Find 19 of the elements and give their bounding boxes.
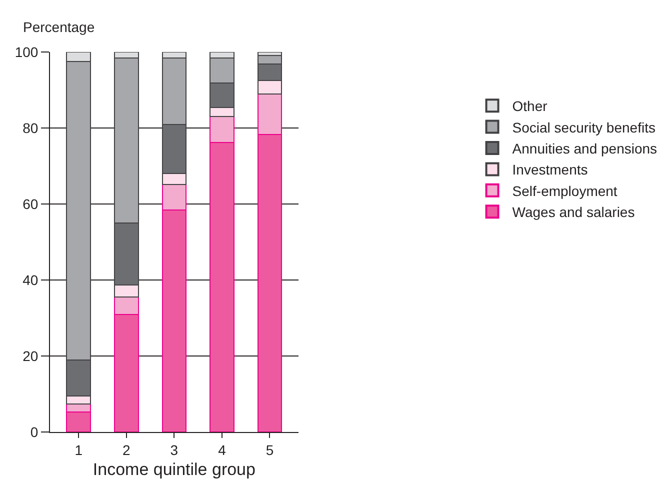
x-tick-label: 1 [74, 442, 83, 458]
y-tick-label: 20 [22, 348, 38, 364]
legend-label: Self-employment [512, 182, 618, 199]
legend-label: Social security benefits [512, 119, 656, 136]
legend-label: Annuities and pensions [512, 140, 658, 156]
y-tick-label: 40 [22, 272, 38, 288]
legend-label: Wages and salaries [512, 204, 635, 220]
x-tick-label: 2 [122, 442, 131, 458]
x-tick-label: 4 [218, 442, 226, 458]
y-tick-label: 0 [30, 424, 38, 440]
legend-label: Investments [512, 162, 588, 178]
y-tick-label: 80 [22, 120, 38, 136]
x-tick-label: 3 [170, 442, 178, 458]
y-tick-label: 60 [22, 196, 38, 212]
x-axis-title: Income quintile group [92, 460, 256, 480]
legend-label: Other [512, 98, 548, 114]
y-tick-label: 100 [14, 44, 38, 60]
y-axis-title: Percentage [23, 19, 95, 35]
x-tick-label: 5 [266, 442, 274, 458]
